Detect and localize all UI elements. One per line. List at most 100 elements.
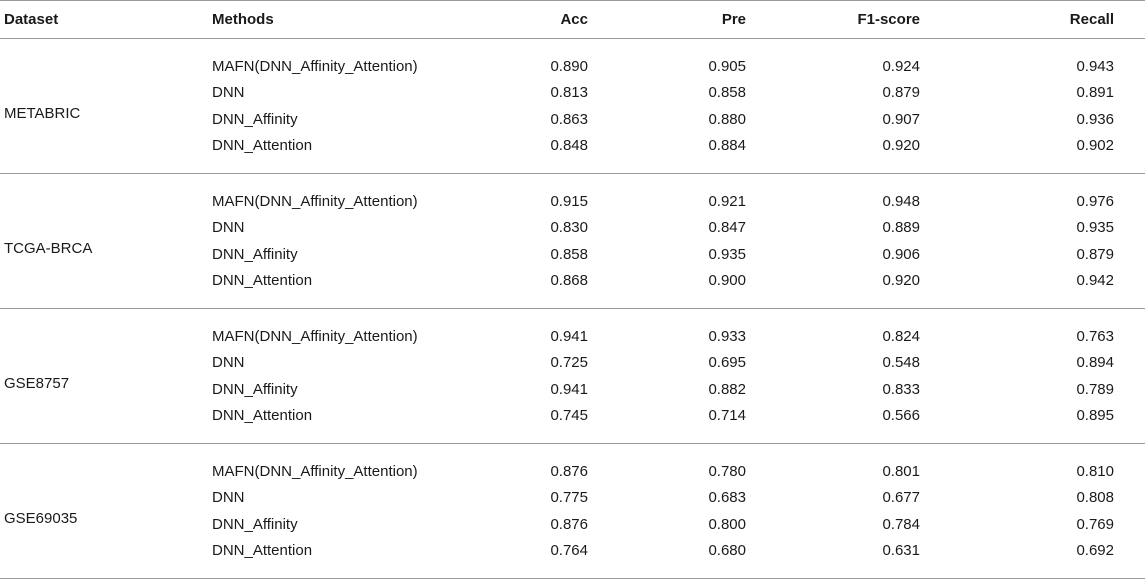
pre-cell: 0.900	[588, 267, 746, 309]
acc-cell: 0.775	[550, 489, 588, 507]
pre-cell: 0.935	[708, 245, 746, 263]
recall-cell: 0.894	[1076, 354, 1114, 372]
acc-cell: 0.813	[550, 84, 588, 102]
recall-cell: 0.789	[1076, 380, 1114, 398]
f1-cell: 0.784	[882, 515, 920, 533]
header-dataset: Dataset	[0, 0, 212, 39]
table-body: METABRIC MAFN(DNN_Affinity_Attention) 0.…	[0, 38, 1145, 579]
dataset-cell: TCGA-BRCA	[0, 173, 212, 309]
header-methods: Methods	[212, 0, 502, 39]
recall-cell: 0.935	[1076, 219, 1114, 237]
table-row: GSE8757 MAFN(DNN_Affinity_Attention) 0.9…	[0, 308, 1145, 444]
pre-cell: 0.680	[588, 537, 746, 579]
f1-cell: 0.924	[882, 57, 920, 75]
acc-cell: 0.876	[550, 462, 588, 480]
f1-cell: 0.889	[882, 219, 920, 237]
table-row: DNN_Affinity 0.858 0.935 0.906 0.879	[0, 241, 1145, 268]
pre-cell: 0.858	[708, 84, 746, 102]
acc-cell: 0.915	[550, 192, 588, 210]
method-cell: DNN_Affinity	[212, 380, 298, 398]
method-cell: DNN_Attention	[212, 537, 502, 579]
method-cell: DNN_Attention	[212, 402, 502, 444]
acc-cell: 0.890	[550, 57, 588, 75]
f1-cell: 0.907	[882, 110, 920, 128]
method-cell: MAFN(DNN_Affinity_Attention)	[212, 192, 418, 210]
method-cell: DNN	[212, 354, 245, 372]
f1-cell: 0.566	[746, 402, 920, 444]
header-acc: Acc	[502, 0, 588, 39]
recall-cell: 0.891	[1076, 84, 1114, 102]
method-cell: DNN	[212, 489, 245, 507]
pre-cell: 0.921	[708, 192, 746, 210]
acc-cell: 0.830	[550, 219, 588, 237]
recall-cell: 0.936	[1076, 110, 1114, 128]
f1-cell: 0.920	[746, 267, 920, 309]
recall-cell: 0.810	[1076, 462, 1114, 480]
method-cell: MAFN(DNN_Affinity_Attention)	[212, 462, 418, 480]
f1-cell: 0.920	[746, 132, 920, 174]
f1-cell: 0.833	[882, 380, 920, 398]
table-row: DNN_Affinity 0.876 0.800 0.784 0.769	[0, 511, 1145, 538]
pre-cell: 0.683	[708, 489, 746, 507]
dataset-cell: GSE69035	[0, 443, 212, 579]
pre-cell: 0.780	[708, 462, 746, 480]
table-row: DNN 0.813 0.858 0.879 0.891	[0, 80, 1145, 107]
recall-cell: 0.879	[1076, 245, 1114, 263]
pre-cell: 0.884	[588, 132, 746, 174]
table-row: DNN 0.775 0.683 0.677 0.808	[0, 485, 1145, 512]
dataset-cell: GSE8757	[0, 308, 212, 444]
method-cell: DNN	[212, 219, 245, 237]
recall-cell: 0.769	[1076, 515, 1114, 533]
table-row: TCGA-BRCA MAFN(DNN_Affinity_Attention) 0…	[0, 173, 1145, 309]
table-row: DNN 0.830 0.847 0.889 0.935	[0, 215, 1145, 242]
acc-cell: 0.941	[550, 327, 588, 345]
f1-cell: 0.677	[882, 489, 920, 507]
recall-cell: 0.692	[920, 537, 1145, 579]
table-row: DNN_Attention 0.745 0.714 0.566 0.895	[0, 402, 1145, 444]
recall-cell: 0.763	[1076, 327, 1114, 345]
acc-cell: 0.764	[502, 537, 588, 579]
pre-cell: 0.905	[708, 57, 746, 75]
acc-cell: 0.745	[502, 402, 588, 444]
method-cell: MAFN(DNN_Affinity_Attention)	[212, 57, 418, 75]
acc-cell: 0.848	[502, 132, 588, 174]
method-cell: MAFN(DNN_Affinity_Attention)	[212, 327, 418, 345]
pre-cell: 0.695	[708, 354, 746, 372]
recall-cell: 0.976	[1076, 192, 1114, 210]
acc-cell: 0.863	[550, 110, 588, 128]
f1-cell: 0.548	[882, 354, 920, 372]
method-cell: DNN_Affinity	[212, 515, 298, 533]
acc-cell: 0.941	[550, 380, 588, 398]
method-cell: DNN_Affinity	[212, 245, 298, 263]
recall-cell: 0.895	[920, 402, 1145, 444]
table-row: DNN_Affinity 0.941 0.882 0.833 0.789	[0, 376, 1145, 403]
method-cell: DNN_Affinity	[212, 110, 298, 128]
table-row: DNN_Attention 0.868 0.900 0.920 0.942	[0, 267, 1145, 309]
recall-cell: 0.943	[1076, 57, 1114, 75]
acc-cell: 0.868	[502, 267, 588, 309]
acc-cell: 0.858	[550, 245, 588, 263]
table-header: Dataset Methods Acc Pre F1-score Recall	[0, 0, 1145, 39]
pre-cell: 0.714	[588, 402, 746, 444]
method-cell: DNN_Attention	[212, 267, 502, 309]
method-cell: DNN	[212, 84, 245, 102]
table-row: DNN_Attention 0.848 0.884 0.920 0.902	[0, 132, 1145, 174]
f1-cell: 0.879	[882, 84, 920, 102]
table-row: METABRIC MAFN(DNN_Affinity_Attention) 0.…	[0, 38, 1145, 174]
table-row: DNN_Affinity 0.863 0.880 0.907 0.936	[0, 106, 1145, 133]
pre-cell: 0.882	[708, 380, 746, 398]
f1-cell: 0.824	[882, 327, 920, 345]
dataset-cell: METABRIC	[0, 38, 212, 174]
recall-cell: 0.902	[920, 132, 1145, 174]
pre-cell: 0.880	[708, 110, 746, 128]
acc-cell: 0.725	[550, 354, 588, 372]
acc-cell: 0.876	[550, 515, 588, 533]
recall-cell: 0.942	[920, 267, 1145, 309]
header-recall: Recall	[920, 0, 1145, 39]
table-row: GSE69035 MAFN(DNN_Affinity_Attention) 0.…	[0, 443, 1145, 579]
header-f1-score: F1-score	[746, 0, 920, 39]
pre-cell: 0.933	[708, 327, 746, 345]
header-pre: Pre	[588, 0, 746, 39]
table-row: DNN 0.725 0.695 0.548 0.894	[0, 350, 1145, 377]
f1-cell: 0.948	[882, 192, 920, 210]
